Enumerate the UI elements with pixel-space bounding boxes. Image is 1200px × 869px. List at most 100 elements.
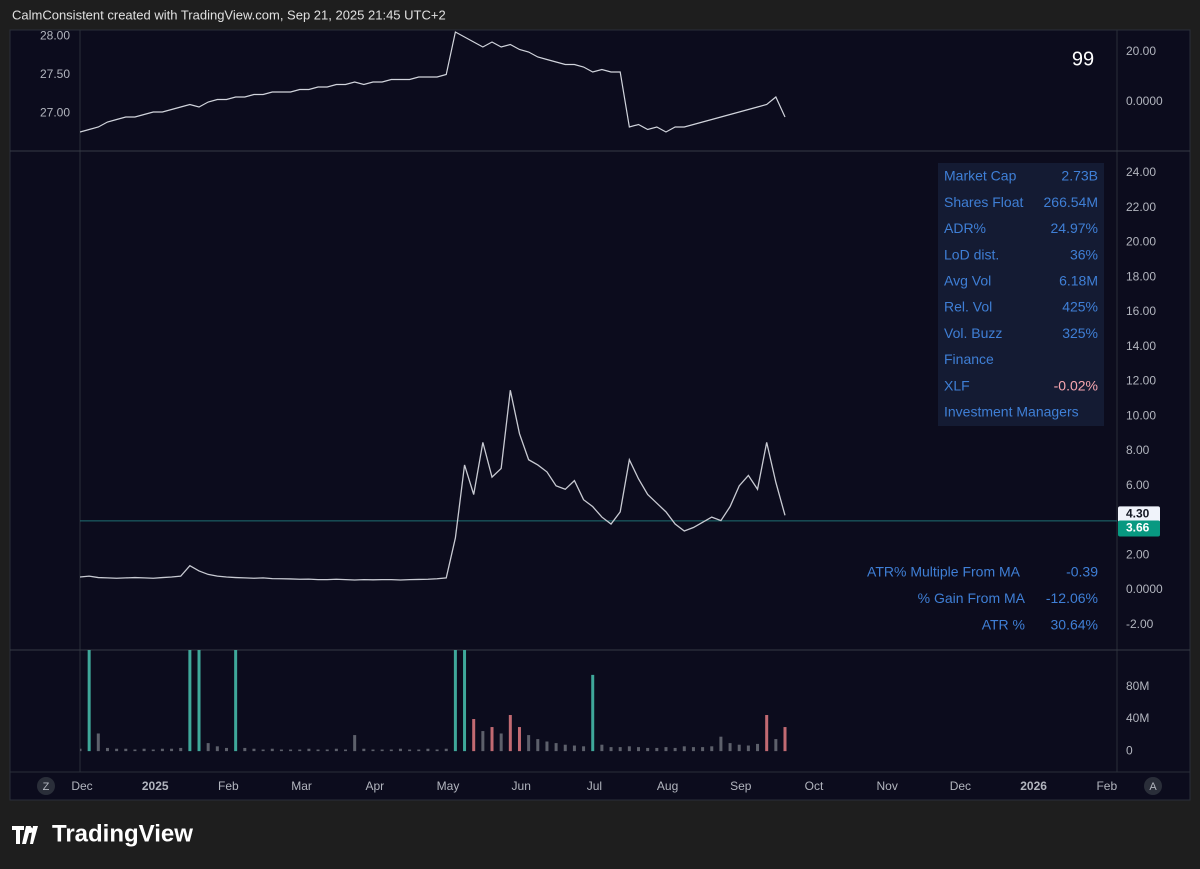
info-label: Shares Float <box>944 194 1023 210</box>
y-tick-label: 22.00 <box>1126 200 1156 214</box>
left-tick-label: 28.00 <box>40 28 70 42</box>
volume-bar <box>243 747 247 752</box>
button[interactable] <box>1144 777 1162 795</box>
logo <box>12 826 38 844</box>
volume-bar <box>252 748 256 752</box>
y-tick-label: 12.00 <box>1126 374 1156 388</box>
info-value: 325% <box>1062 325 1098 341</box>
volume-bar <box>261 749 265 752</box>
price-label-box <box>1118 506 1160 523</box>
time-label: Mar <box>291 779 312 793</box>
volume-bar <box>490 727 494 752</box>
volume-bar <box>426 748 430 752</box>
price-label: 4.30 <box>1126 507 1150 521</box>
volume-bar <box>691 747 695 752</box>
time-label: Dec <box>71 779 92 793</box>
volume-bar <box>646 747 650 752</box>
time-label: May <box>437 779 460 793</box>
volume-bar <box>142 748 146 752</box>
volume-bar <box>453 650 457 752</box>
time-label: Apr <box>365 779 384 793</box>
y-tick-label: 0.0000 <box>1126 582 1163 596</box>
volume-bar <box>600 744 604 752</box>
volume-bar <box>179 747 183 752</box>
volume-bar <box>380 749 384 752</box>
y-tick-label: 18.00 <box>1126 269 1156 283</box>
volume-bar <box>609 747 613 752</box>
info-value: 6.18M <box>1059 273 1098 289</box>
info-label: Market Cap <box>944 168 1017 184</box>
info-value: 425% <box>1062 299 1098 315</box>
info-table <box>938 163 1104 426</box>
volume-bar <box>701 747 705 752</box>
info-value: 266.54M <box>1044 194 1098 210</box>
volume-bar <box>334 748 338 752</box>
right-tick-label: 0.0000 <box>1126 94 1163 108</box>
volume-bar <box>408 749 412 752</box>
volume-bar <box>279 749 283 752</box>
volume-bar <box>582 746 586 752</box>
brand: TradingView <box>52 820 193 847</box>
volume-bar <box>316 749 320 752</box>
button-label[interactable]: Z <box>43 781 50 793</box>
volume-bar <box>682 746 686 752</box>
stat-label: % Gain From MA <box>918 590 1026 606</box>
volume-bar <box>627 746 631 752</box>
volume-bar <box>774 739 778 752</box>
volume-bar <box>655 747 659 752</box>
volume-bar <box>508 715 512 752</box>
volume-bar <box>637 747 641 752</box>
volume-bar <box>737 744 741 752</box>
volume-bar <box>270 748 274 752</box>
info-label: XLF <box>944 377 970 393</box>
volume-bar <box>710 746 714 752</box>
info-label: Investment Managers <box>944 404 1079 420</box>
volume-bar <box>362 748 366 752</box>
stat-label: ATR% Multiple From MA <box>867 564 1021 580</box>
volume-bar <box>554 743 558 752</box>
volume-bar <box>160 748 164 752</box>
price-label: 3.66 <box>1126 521 1150 535</box>
volume-bar <box>298 749 302 752</box>
volume-bar <box>344 749 348 752</box>
button-label[interactable]: A <box>1149 781 1157 793</box>
volume-bar <box>545 741 549 752</box>
y-tick-label: 40M <box>1126 711 1149 725</box>
volume-bar <box>591 674 595 752</box>
y-tick-label: 20.00 <box>1126 235 1156 249</box>
info-label: LoD dist. <box>944 246 999 262</box>
y-tick-label: 8.00 <box>1126 443 1150 457</box>
volume-bar <box>325 749 329 752</box>
volume-pane-plot <box>80 650 787 752</box>
main-pane-plot <box>80 390 1117 581</box>
volume-bar <box>618 747 622 752</box>
volume-bar <box>151 749 155 752</box>
time-label: Nov <box>877 779 898 793</box>
y-tick-label: 0 <box>1126 743 1133 757</box>
button[interactable] <box>37 777 55 795</box>
volume-bar <box>197 650 201 752</box>
y-tick-label: -2.00 <box>1126 617 1154 631</box>
volume-bar <box>444 748 448 752</box>
stat-value: -0.39 <box>1066 564 1098 580</box>
volume-bar <box>170 748 174 752</box>
volume-bar <box>215 746 219 752</box>
y-tick-label: 24.00 <box>1126 165 1156 179</box>
volume-bar <box>536 739 540 752</box>
volume-bar <box>124 748 128 752</box>
volume-bar <box>783 727 787 752</box>
volume-bar <box>673 747 677 752</box>
stat-value: -12.06% <box>1046 590 1098 606</box>
stat-value: 30.64% <box>1051 617 1098 633</box>
y-tick-label: 14.00 <box>1126 339 1156 353</box>
volume-bar <box>389 749 393 752</box>
time-label: Oct <box>805 779 824 793</box>
volume-bar <box>563 744 567 752</box>
volume-bar <box>664 747 668 752</box>
y-tick-label: 6.00 <box>1126 478 1150 492</box>
volume-bar <box>463 650 467 752</box>
time-label: Feb <box>1096 779 1117 793</box>
time-label: 2026 <box>1020 779 1047 793</box>
volume-bar <box>105 747 109 752</box>
